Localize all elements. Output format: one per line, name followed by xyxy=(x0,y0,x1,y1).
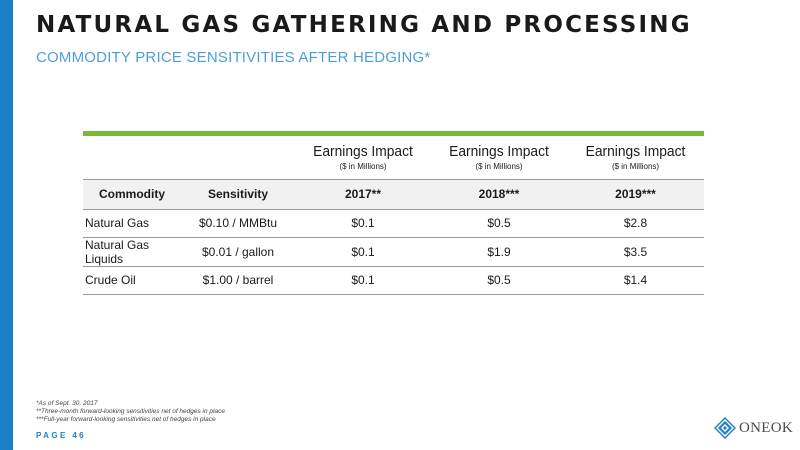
cell-2017: $0.1 xyxy=(295,209,431,238)
footnote: ***Full-year forward-looking sensitiviti… xyxy=(36,416,216,423)
sensitivity-table: Earnings Impact ($ in Millions) Earnings… xyxy=(83,136,704,295)
cell-2019: $1.4 xyxy=(567,266,704,295)
cell-commodity: Natural Gas xyxy=(83,209,181,238)
impact-header-2019: Earnings Impact ($ in Millions) xyxy=(567,136,704,180)
impact-header-2018: Earnings Impact ($ in Millions) xyxy=(431,136,567,180)
impact-header-title: Earnings Impact xyxy=(313,142,413,160)
table-row: Crude Oil $1.00 / barrel $0.1 $0.5 $1.4 xyxy=(83,266,704,295)
column-header-2019: 2019*** xyxy=(567,179,704,210)
empty-header-cell xyxy=(83,136,181,180)
table-row: Natural Gas Liquids $0.01 / gallon $0.1 … xyxy=(83,237,704,267)
company-logo: ONEOK xyxy=(714,416,793,440)
cell-sensitivity: $0.10 / MMBtu xyxy=(181,209,295,238)
impact-header-subtitle: ($ in Millions) xyxy=(611,161,660,171)
cell-2018: $0.5 xyxy=(431,209,567,238)
cell-sensitivity: $0.01 / gallon xyxy=(181,237,295,267)
footnote: **Three-month forward-looking sensitivit… xyxy=(36,408,225,415)
impact-header-subtitle: ($ in Millions) xyxy=(475,161,523,171)
impact-header-title: Earnings Impact xyxy=(449,142,549,160)
footnote: *As of Sept. 30, 2017 xyxy=(36,400,98,407)
cell-2019: $2.8 xyxy=(567,209,704,238)
impact-header-2017: Earnings Impact ($ in Millions) xyxy=(295,136,431,180)
table-row: Natural Gas $0.10 / MMBtu $0.1 $0.5 $2.8 xyxy=(83,209,704,238)
column-header-sensitivity: Sensitivity xyxy=(181,179,295,210)
page-subtitle: COMMODITY PRICE SENSITIVITIES AFTER HEDG… xyxy=(36,49,431,66)
cell-commodity: Crude Oil xyxy=(83,266,181,295)
cell-2017: $0.1 xyxy=(295,266,431,295)
oneok-diamond-logo-icon xyxy=(714,417,736,439)
empty-header-cell xyxy=(181,136,295,180)
footnotes: *As of Sept. 30, 2017 **Three-month forw… xyxy=(36,400,225,424)
sensitivity-table-container: Earnings Impact ($ in Millions) Earnings… xyxy=(83,131,704,295)
column-header-row: Commodity Sensitivity 2017** 2018*** 201… xyxy=(83,179,704,210)
logo-wordmark: ONEOK xyxy=(739,419,793,436)
impact-header-row: Earnings Impact ($ in Millions) Earnings… xyxy=(83,136,704,180)
cell-2018: $0.5 xyxy=(431,266,567,295)
cell-2017: $0.1 xyxy=(295,237,431,267)
column-header-commodity: Commodity xyxy=(83,179,181,210)
left-accent-bar xyxy=(0,0,13,450)
column-header-2018: 2018*** xyxy=(431,179,567,210)
cell-2018: $1.9 xyxy=(431,237,567,267)
cell-sensitivity: $1.00 / barrel xyxy=(181,266,295,295)
cell-commodity: Natural Gas Liquids xyxy=(83,237,181,267)
page-title: NATURAL GAS GATHERING AND PROCESSING xyxy=(36,12,692,38)
impact-header-subtitle: ($ in Millions) xyxy=(339,161,387,171)
page-number-label: PAGE 46 xyxy=(36,431,86,440)
impact-header-title: Earnings Impact xyxy=(585,142,686,160)
cell-2019: $3.5 xyxy=(567,237,704,267)
column-header-2017: 2017** xyxy=(295,179,431,210)
table-top-rule xyxy=(83,131,704,136)
